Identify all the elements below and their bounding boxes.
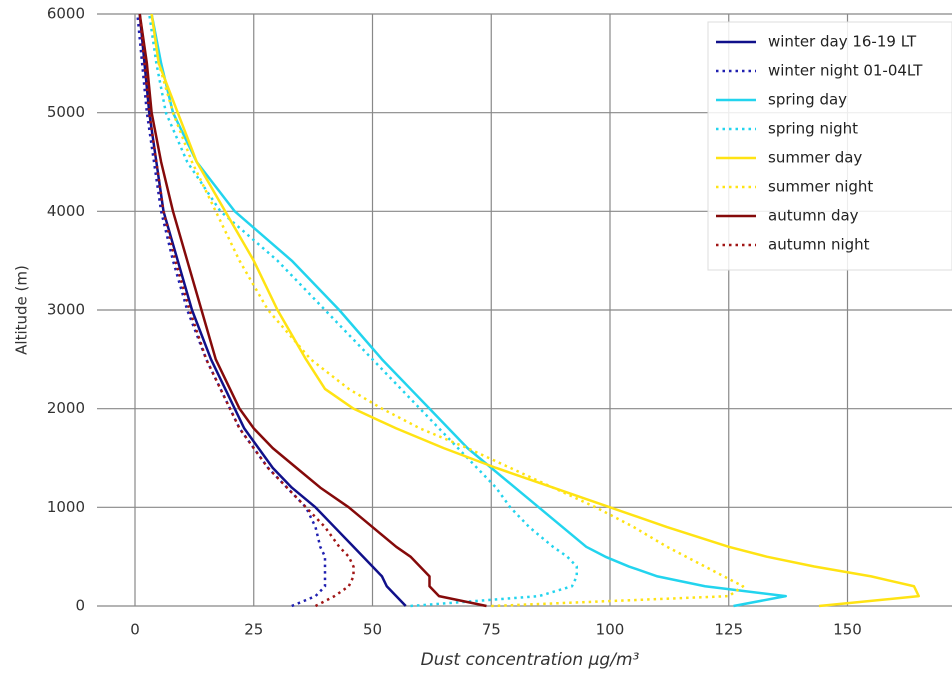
x-tick-label: 50 [363,621,382,639]
y-tick-label: 4000 [47,202,85,220]
legend-label: autumn night [768,236,870,254]
x-tick-label: 125 [714,621,743,639]
legend-label: autumn day [768,207,859,225]
series-line [150,13,787,608]
y-tick-label: 2000 [47,399,85,417]
x-axis-label: Dust concentration μg/m³ [421,650,640,670]
legend: winter day 16-19 LT winter night 01-04LT s… [707,21,952,271]
y-tick-label: 6000 [47,5,85,23]
series-line [148,13,578,608]
x-tick-label: 75 [482,621,501,639]
y-tick-label: 3000 [47,301,85,319]
series-line [150,13,920,608]
y-tick-label: 5000 [47,103,85,121]
x-tick-label: 25 [244,621,263,639]
legend-label: spring day [768,91,847,109]
y-tick-label: 0 [75,597,85,615]
legend-label: winter night 01-04LT [768,62,923,80]
legend-label: summer day [768,149,862,167]
x-tick-label: 100 [596,621,625,639]
x-tick-label: 0 [130,621,140,639]
series-line [138,13,407,607]
series-line [138,13,487,608]
x-tick-label: 150 [833,621,862,639]
legend-label: spring night [768,120,858,138]
y-axis-label: Altitude (m) [13,265,31,355]
y-tick-label: 1000 [47,498,85,516]
legend-label: summer night [768,178,873,196]
legend-label: winter day 16-19 LT [768,33,917,51]
series-line [138,13,355,608]
legend-box [707,21,952,271]
